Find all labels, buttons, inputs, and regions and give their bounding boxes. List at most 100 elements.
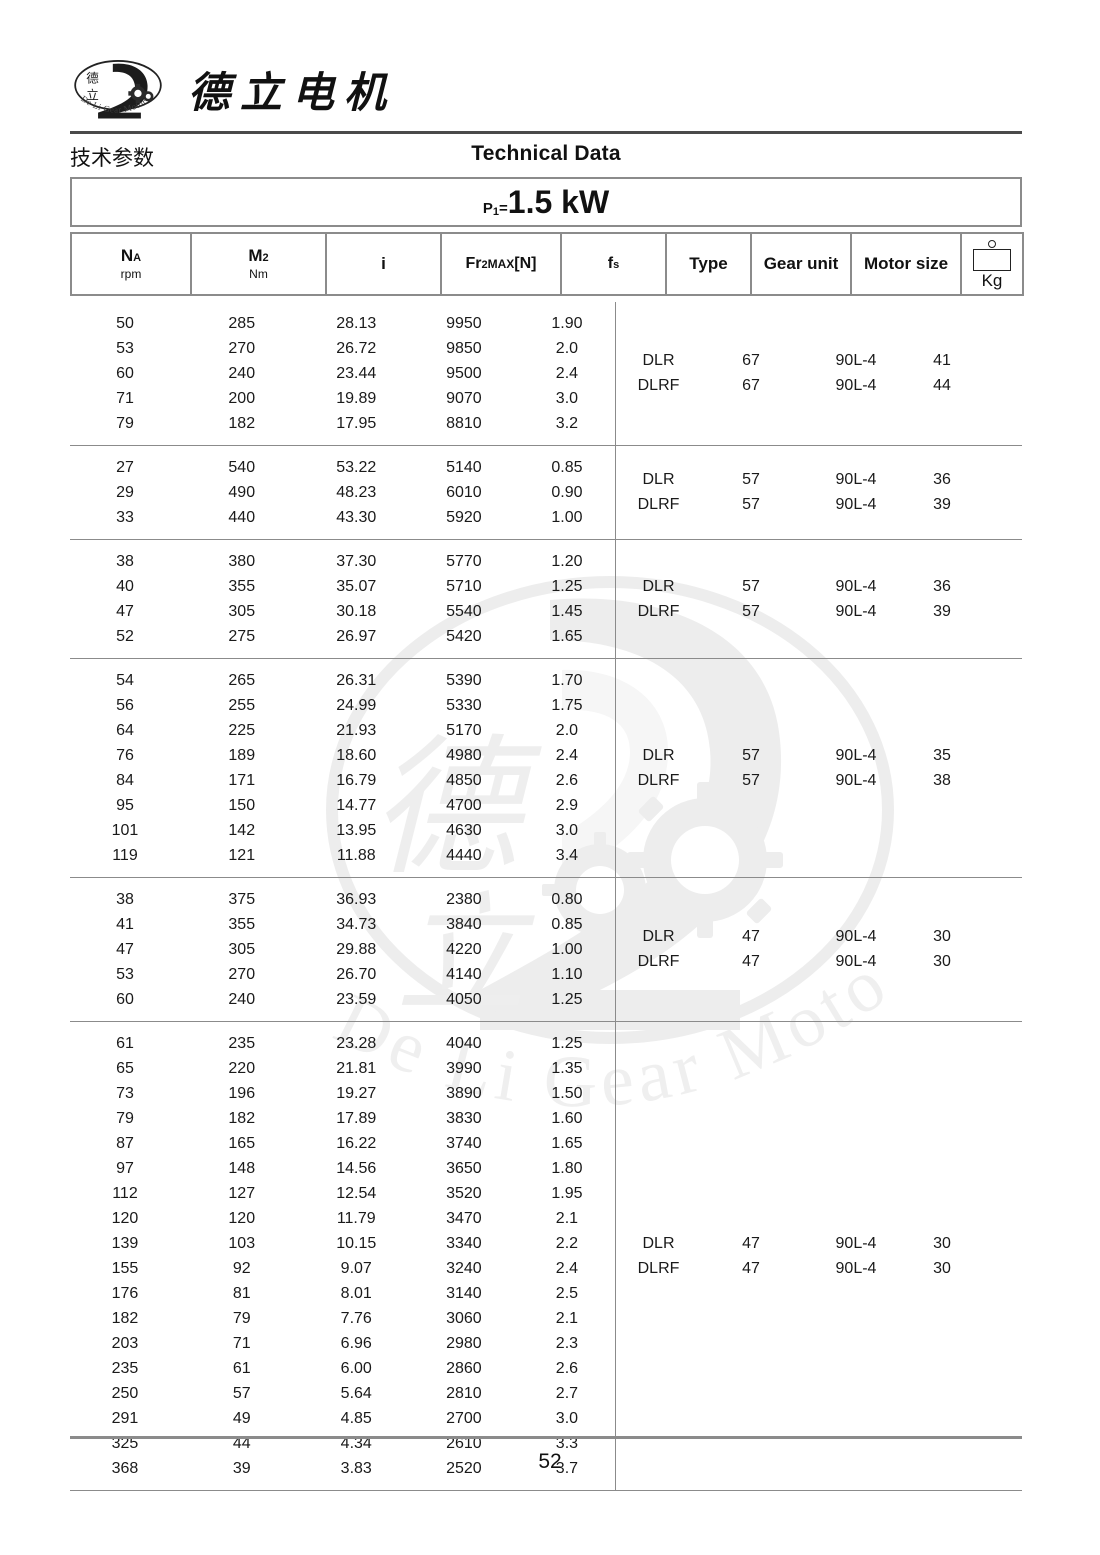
cell-motor-size: 90L-4: [835, 1259, 877, 1277]
table-row: 120 120 11.79 3470 2.1: [70, 1206, 615, 1231]
cell-m2: 71: [232, 1334, 251, 1352]
cell-weight: 30: [933, 953, 951, 970]
cell-fr2max: 4440: [446, 846, 482, 864]
cell-fs: 3.7: [555, 1459, 579, 1477]
brand-name-cn: 德立电机: [188, 67, 397, 117]
data-block: 54 265 26.31 5390 1.70 56 255 24.99 5330 1.75 64 22…: [70, 659, 1022, 878]
cell-i: 28.13: [336, 314, 377, 332]
cell-fs: 1.95: [551, 1184, 583, 1202]
cell-weight: 44: [933, 377, 951, 394]
cell-fs: 1.00: [551, 940, 583, 958]
ratio-rows: 38 375 36.93 2380 0.80 41 355 34.73 3840 0.85 47 30…: [70, 878, 616, 1021]
table-row: 29 490 48.23 6010 0.90: [70, 480, 615, 505]
cell-m2: 44: [232, 1434, 251, 1452]
table-row: 38 380 37.30 5770 1.20: [70, 549, 615, 574]
cell-weight: 39: [933, 602, 951, 620]
cell-m2: 275: [228, 627, 256, 645]
cell-i: 26.72: [336, 339, 377, 357]
cell-fr2max: 3650: [446, 1159, 482, 1177]
cell-i: 17.89: [336, 1109, 377, 1127]
cell-fs: 0.90: [551, 483, 583, 501]
cell-fs: 1.70: [551, 671, 583, 689]
table-row: 33 440 43.30 5920 1.00: [70, 505, 615, 530]
cell-fr2max: 3060: [446, 1309, 482, 1327]
crate-box-icon: [973, 248, 1011, 271]
cell-fs: 1.65: [551, 627, 583, 645]
table-row: 155 92 9.07 3240 2.4: [70, 1256, 615, 1281]
cell-i: 53.22: [336, 458, 377, 476]
cell-fs: 2.4: [555, 364, 579, 382]
data-block: 61 235 23.28 4040 1.25 65 220 21.81 3990 1.35 73 19…: [70, 1022, 1022, 1491]
cell-na: 176: [111, 1284, 139, 1302]
cell-fr2max: 9950: [446, 314, 482, 332]
unit-spec-rows: DLR 57 90L-4 36 DLRF 57 90L-4 39: [616, 540, 1022, 658]
spec-row: DLRF 47 90L-4 30: [616, 1256, 1022, 1281]
cell-na: 33: [116, 508, 134, 526]
table-row: 368 39 3.83 2520 3.7: [70, 1456, 615, 1481]
cell-na: 291: [111, 1409, 139, 1427]
cell-fr2max: 9500: [446, 364, 482, 382]
cell-na: 120: [111, 1209, 139, 1227]
table-row: 112 127 12.54 3520 1.95: [70, 1181, 615, 1206]
cell-fr2max: 3340: [446, 1234, 482, 1252]
cell-fr2max: 5390: [446, 671, 482, 689]
cell-m2: 305: [228, 940, 256, 958]
cell-weight: 38: [933, 771, 951, 789]
cell-i: 17.95: [336, 414, 377, 432]
cell-fr2max: 4850: [446, 771, 482, 789]
cell-m2: 148: [228, 1159, 256, 1177]
cell-type: DLRF: [637, 1259, 680, 1277]
de-li-gear-motor-logo-icon: 德 立 De Li Gear Motor: [74, 60, 162, 119]
cell-fs: 1.25: [551, 577, 583, 595]
table-row: 47 305 30.18 5540 1.45: [70, 599, 615, 624]
cell-m2: 142: [228, 821, 256, 839]
cell-na: 84: [116, 771, 134, 789]
cell-fs: 1.25: [551, 1034, 583, 1052]
cell-na: 97: [116, 1159, 134, 1177]
cell-fs: 3.0: [555, 821, 579, 839]
cell-motor-size: 90L-4: [835, 602, 877, 620]
cell-fr2max: 5140: [446, 458, 482, 476]
cell-i: 23.44: [336, 364, 377, 382]
cell-gear-unit: 67: [742, 352, 760, 369]
cell-fr2max: 3990: [446, 1059, 482, 1077]
cell-m2: 355: [228, 915, 256, 933]
table-row: 53 270 26.72 9850 2.0: [70, 336, 615, 361]
spec-row: DLR 67 90L-4 41: [616, 349, 1022, 374]
table-row: 40 355 35.07 5710 1.25: [70, 574, 615, 599]
cell-na: 95: [116, 796, 134, 814]
table-row: 60 240 23.44 9500 2.4: [70, 361, 615, 386]
cell-i: 4.85: [340, 1409, 372, 1427]
cell-type: DLRF: [637, 377, 680, 394]
column-header-gear-unit: Gear unit: [750, 232, 852, 296]
cell-i: 48.23: [336, 483, 377, 501]
cell-fs: 1.45: [551, 602, 583, 620]
cell-na: 71: [116, 389, 134, 407]
cell-m2: 81: [232, 1284, 251, 1302]
table-row: 61 235 23.28 4040 1.25: [70, 1031, 615, 1056]
column-header-na: NA rpm: [70, 232, 192, 296]
cell-fr2max: 9070: [446, 389, 482, 407]
table-row: 50 285 28.13 9950 1.90: [70, 311, 615, 336]
cell-na: 52: [116, 627, 134, 645]
cell-i: 26.97: [336, 627, 377, 645]
table-row: 97 148 14.56 3650 1.80: [70, 1156, 615, 1181]
cell-fs: 1.75: [551, 696, 583, 714]
cell-fr2max: 8810: [446, 414, 482, 432]
cell-i: 16.79: [336, 771, 377, 789]
logo-char-de: 德: [86, 70, 99, 85]
spec-row: DLRF 57 90L-4 39: [616, 493, 1022, 518]
cell-gear-unit: 57: [742, 496, 760, 513]
cell-weight: 35: [933, 746, 951, 764]
cell-na: 73: [116, 1084, 134, 1102]
table-row: 139 103 10.15 3340 2.2: [70, 1231, 615, 1256]
cell-i: 26.31: [336, 671, 377, 689]
cell-i: 5.64: [340, 1384, 372, 1402]
cell-weight: 41: [933, 352, 951, 369]
cell-i: 43.30: [336, 508, 377, 526]
spec-row: DLR 47 90L-4 30: [616, 1231, 1022, 1256]
column-header-type: Type: [665, 232, 752, 296]
cell-na: 38: [116, 552, 134, 570]
cell-m2: 200: [228, 389, 256, 407]
